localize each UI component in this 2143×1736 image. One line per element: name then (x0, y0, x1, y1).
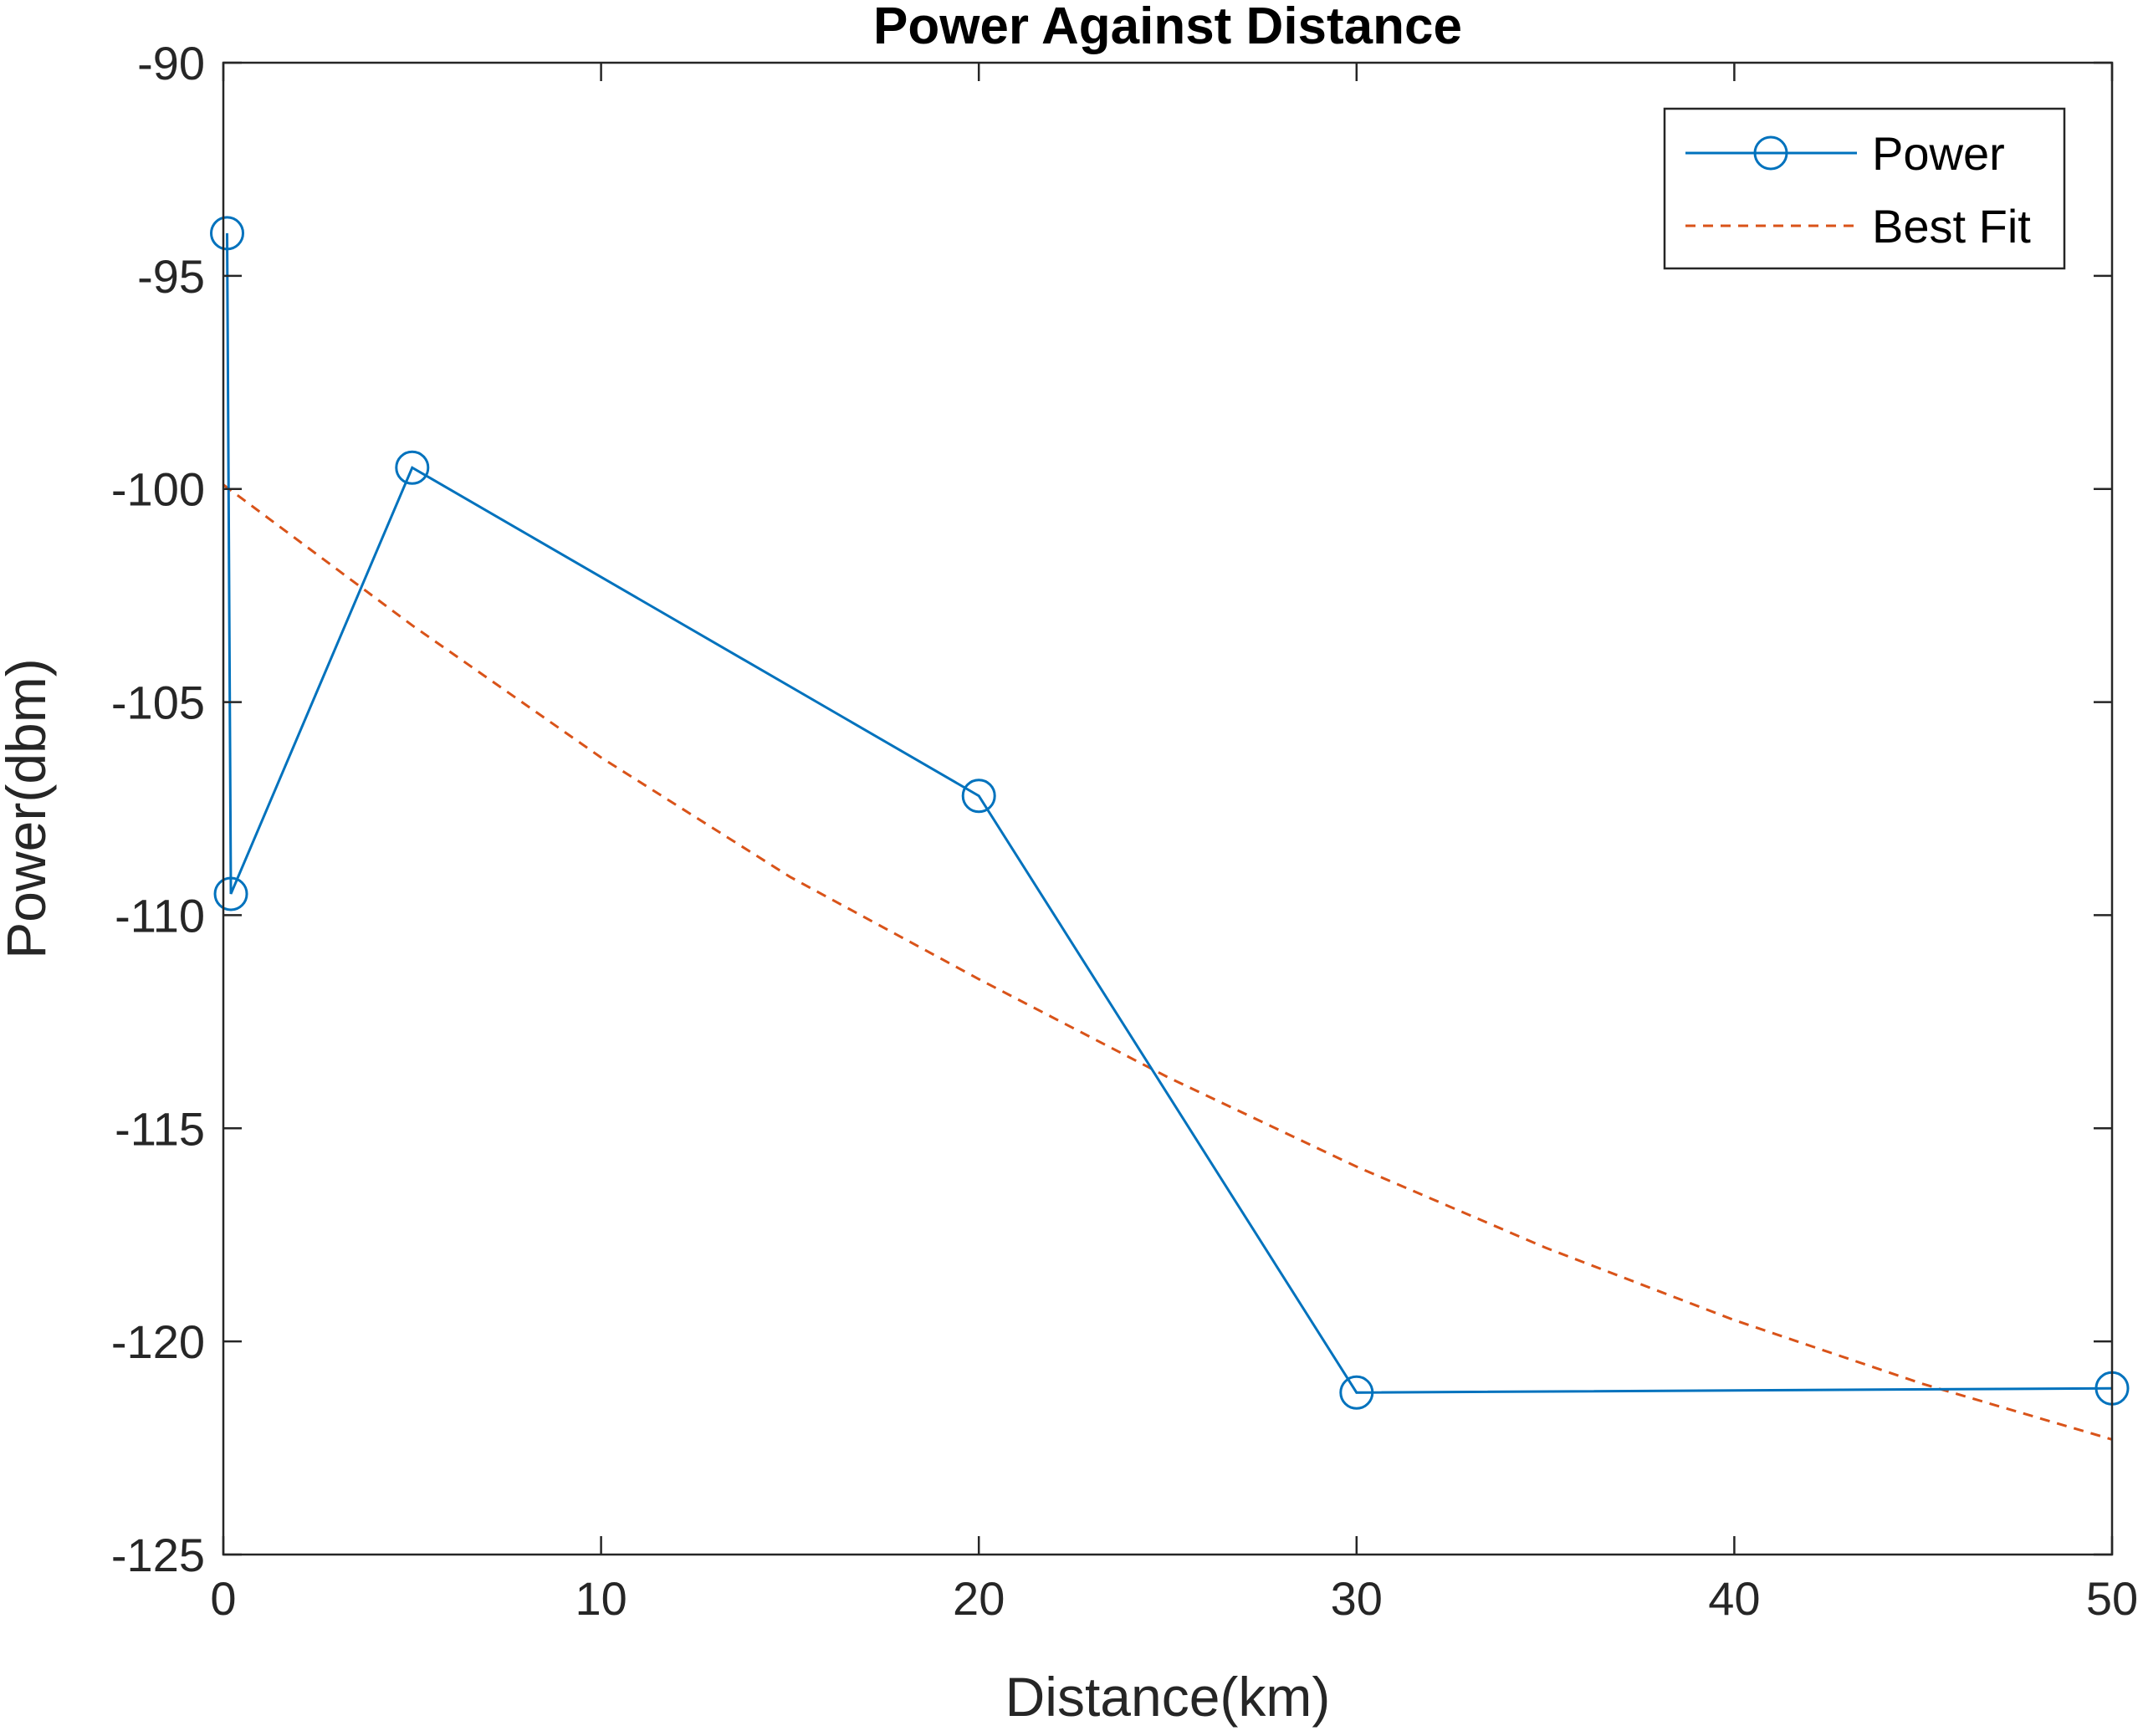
x-tick-label: 20 (953, 1572, 1005, 1625)
y-tick-label: -95 (137, 250, 205, 303)
y-tick-label: -105 (111, 677, 205, 729)
y-tick-label: -100 (111, 463, 205, 516)
plot-frame (222, 61, 2114, 1556)
y-tick-label: -115 (115, 1102, 205, 1155)
y-tick-label: -110 (115, 889, 205, 942)
power-data-point (961, 779, 996, 814)
x-tick-label: 10 (575, 1572, 627, 1625)
y-tick-label: -90 (137, 37, 205, 89)
y-tick-label: -125 (111, 1529, 205, 1581)
x-tick-label: 50 (2086, 1572, 2138, 1625)
y-tick-label: -120 (111, 1315, 205, 1368)
x-tick-label: 40 (1708, 1572, 1760, 1625)
legend-power-marker (1753, 135, 1788, 171)
x-tick-label: 30 (1331, 1572, 1383, 1625)
y-axis-label: Power(dbm) (0, 658, 57, 958)
legend-power-label: Power (1872, 127, 2005, 180)
power-data-point (1339, 1375, 1374, 1410)
power-data-point (213, 876, 248, 911)
x-tick-label: 0 (210, 1572, 236, 1625)
tick-layer: 0 10 20 30 40 50 -125 -120 -115 -110 -105 -100 -95 -9… (111, 37, 2138, 1625)
legend-box (1663, 107, 2066, 270)
power-data-point (210, 216, 245, 251)
legend-best-fit-label: Best Fit (1872, 200, 2031, 253)
x-axis-label: Distance(km) (1005, 1666, 1331, 1728)
power-data-point (395, 450, 430, 485)
series-power-line (226, 232, 2113, 1394)
chart-title: Power Against Distance (873, 0, 1462, 55)
legend: Power Best Fit (1663, 107, 2066, 270)
series-best-fit-line (222, 483, 2113, 1441)
plot-area (223, 63, 2112, 1555)
